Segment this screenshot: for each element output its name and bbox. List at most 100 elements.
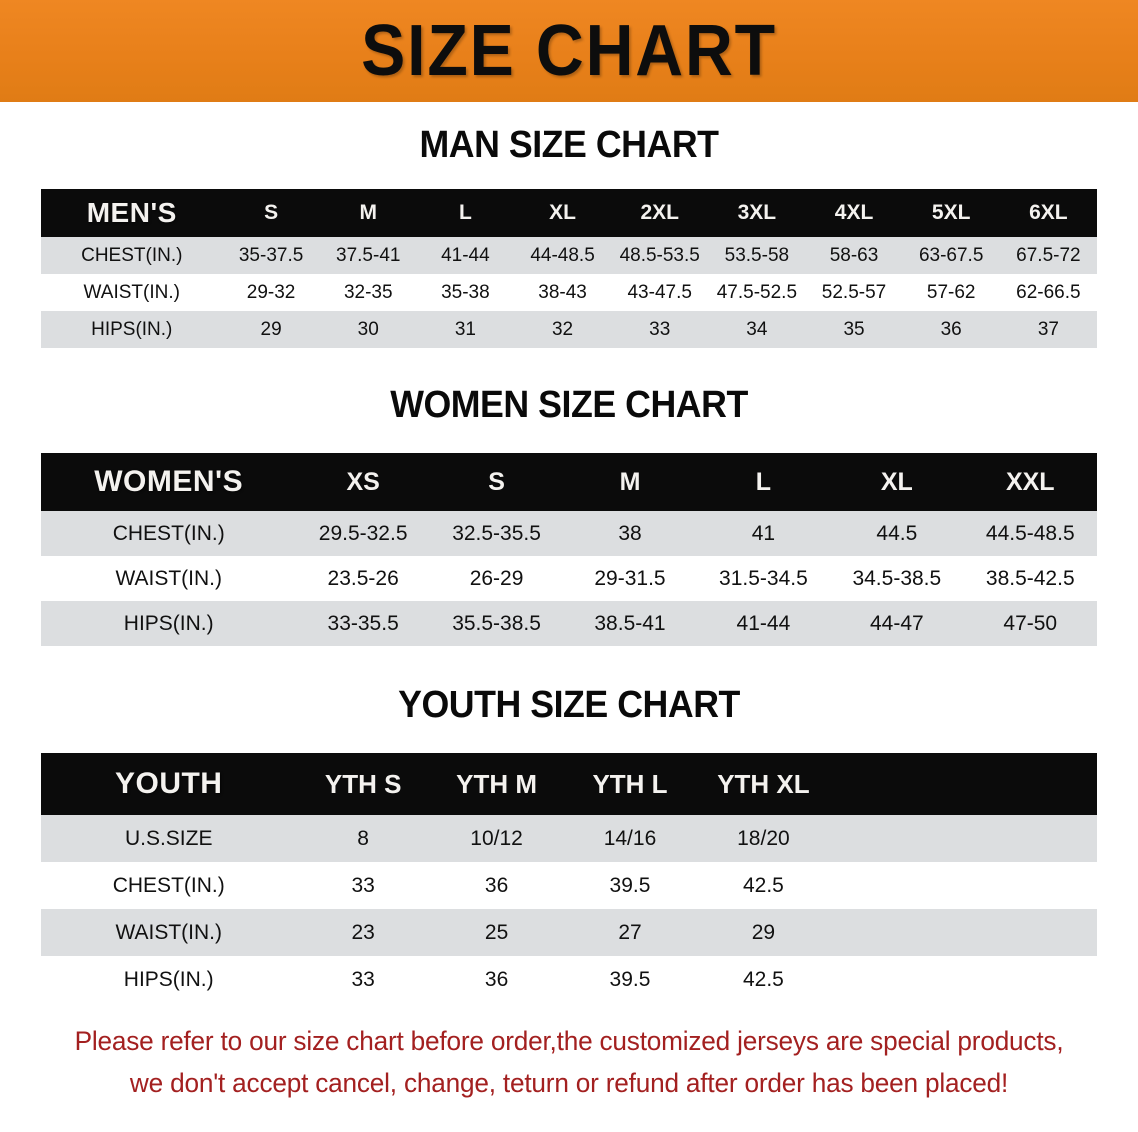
- table-row: CHEST(IN.) 33 36 39.5 42.5: [41, 862, 1097, 909]
- youth-cell-1-1: 36: [429, 862, 564, 909]
- youth-col-header-3: YTH XL: [696, 753, 831, 815]
- man-col-header-1: M: [319, 189, 417, 237]
- youth-cell-3-3: 42.5: [696, 956, 831, 1003]
- women-cell-0-3: 41: [696, 511, 831, 556]
- man-section-title: MAN SIZE CHART: [419, 124, 719, 166]
- youth-cell-2-4: [830, 909, 964, 956]
- man-cell-1-5: 47.5-52.5: [708, 274, 806, 311]
- table-row: WAIST(IN.) 29-32 32-35 35-38 38-43 43-47…: [41, 274, 1097, 311]
- women-cell-2-0: 33-35.5: [296, 601, 430, 646]
- youth-cell-3-0: 33: [296, 956, 430, 1003]
- man-cell-1-6: 52.5-57: [805, 274, 903, 311]
- women-col-header-2: M: [563, 453, 697, 511]
- table-row: HIPS(IN.) 33-35.5 35.5-38.5 38.5-41 41-4…: [41, 601, 1097, 646]
- man-cell-2-2: 31: [416, 311, 514, 348]
- youth-col-header-1: YTH M: [429, 753, 564, 815]
- man-cell-1-1: 32-35: [319, 274, 417, 311]
- disclaimer-line-2: we don't accept cancel, change, teturn o…: [129, 1067, 1009, 1098]
- table-row: CHEST(IN.) 35-37.5 37.5-41 41-44 44-48.5…: [41, 237, 1097, 274]
- man-col-header-2: L: [416, 189, 514, 237]
- man-col-header-7: 5XL: [902, 189, 1000, 237]
- man-cell-2-7: 36: [902, 311, 1000, 348]
- man-cell-1-3: 38-43: [513, 274, 612, 311]
- women-cell-2-5: 47-50: [963, 601, 1097, 646]
- women-size-table: WOMEN'S XS S M L XL XXL CHEST(IN.) 29.5-…: [41, 453, 1097, 646]
- women-cell-1-3: 31.5-34.5: [696, 556, 831, 601]
- women-table-body: CHEST(IN.) 29.5-32.5 32.5-35.5 38 41 44.…: [41, 511, 1097, 646]
- youth-table-head: YOUTH YTH S YTH M YTH L YTH XL: [41, 753, 1097, 815]
- table-row: U.S.SIZE 8 10/12 14/16 18/20: [41, 815, 1097, 862]
- man-row-label-1: WAIST(IN.): [41, 274, 223, 311]
- man-table-wrapper: MEN'S S M L XL 2XL 3XL 4XL 5XL 6XL CHEST…: [41, 189, 1097, 348]
- man-cell-2-0: 29: [222, 311, 320, 348]
- youth-col-header-5: [963, 753, 1097, 815]
- women-cell-2-1: 35.5-38.5: [429, 601, 564, 646]
- women-col-header-4: XL: [830, 453, 964, 511]
- man-cell-1-4: 43-47.5: [611, 274, 709, 311]
- man-row-label-2: HIPS(IN.): [41, 311, 223, 348]
- man-cell-2-5: 34: [708, 311, 806, 348]
- man-row-label-0: CHEST(IN.): [41, 237, 223, 274]
- women-cell-2-3: 41-44: [696, 601, 831, 646]
- women-col-header-3: L: [696, 453, 831, 511]
- youth-cell-1-0: 33: [296, 862, 430, 909]
- man-col-header-6: 4XL: [805, 189, 903, 237]
- youth-row-label-2: WAIST(IN.): [41, 909, 297, 956]
- man-cell-0-5: 53.5-58: [708, 237, 806, 274]
- disclaimer-note: Please refer to our size chart before or…: [55, 1021, 1083, 1105]
- women-cell-1-1: 26-29: [429, 556, 564, 601]
- man-cell-0-8: 67.5-72: [999, 237, 1097, 274]
- women-table-head: WOMEN'S XS S M L XL XXL: [41, 453, 1097, 511]
- man-cell-1-7: 57-62: [902, 274, 1000, 311]
- man-cell-0-0: 35-37.5: [222, 237, 320, 274]
- man-cell-2-6: 35: [805, 311, 903, 348]
- youth-col-header-2: YTH L: [563, 753, 697, 815]
- youth-section-title: YOUTH SIZE CHART: [398, 684, 740, 726]
- women-corner-label: WOMEN'S: [41, 453, 297, 511]
- youth-cell-3-5: [963, 956, 1097, 1003]
- banner: SIZE CHART: [0, 0, 1138, 102]
- youth-col-header-4: [830, 753, 964, 815]
- youth-cell-1-3: 42.5: [696, 862, 831, 909]
- youth-cell-1-2: 39.5: [563, 862, 697, 909]
- women-cell-0-2: 38: [563, 511, 697, 556]
- youth-cell-1-4: [830, 862, 964, 909]
- women-section-title: WOMEN SIZE CHART: [390, 384, 748, 426]
- man-col-header-0: S: [222, 189, 320, 237]
- youth-cell-3-4: [830, 956, 964, 1003]
- man-col-header-4: 2XL: [611, 189, 709, 237]
- youth-cell-2-5: [963, 909, 1097, 956]
- table-row: CHEST(IN.) 29.5-32.5 32.5-35.5 38 41 44.…: [41, 511, 1097, 556]
- man-cell-1-0: 29-32: [222, 274, 320, 311]
- women-row-label-0: CHEST(IN.): [41, 511, 297, 556]
- man-cell-2-3: 32: [513, 311, 612, 348]
- women-cell-1-4: 34.5-38.5: [830, 556, 964, 601]
- man-cell-0-2: 41-44: [416, 237, 514, 274]
- youth-cell-2-1: 25: [429, 909, 564, 956]
- women-row-label-1: WAIST(IN.): [41, 556, 297, 601]
- banner-title: SIZE CHART: [361, 11, 777, 91]
- man-cell-2-4: 33: [611, 311, 709, 348]
- youth-cell-2-0: 23: [296, 909, 430, 956]
- women-header-row: WOMEN'S XS S M L XL XXL: [41, 453, 1097, 511]
- youth-cell-1-5: [963, 862, 1097, 909]
- man-col-header-5: 3XL: [708, 189, 806, 237]
- man-size-table: MEN'S S M L XL 2XL 3XL 4XL 5XL 6XL CHEST…: [41, 189, 1097, 348]
- women-cell-0-1: 32.5-35.5: [429, 511, 564, 556]
- youth-table-wrapper: YOUTH YTH S YTH M YTH L YTH XL U.S.SIZE …: [41, 753, 1097, 1003]
- youth-row-label-0: U.S.SIZE: [41, 815, 297, 862]
- women-cell-2-4: 44-47: [830, 601, 964, 646]
- youth-cell-2-2: 27: [563, 909, 697, 956]
- man-cell-0-7: 63-67.5: [902, 237, 1000, 274]
- youth-cell-2-3: 29: [696, 909, 831, 956]
- table-row: HIPS(IN.) 29 30 31 32 33 34 35 36 37: [41, 311, 1097, 348]
- youth-cell-0-1: 10/12: [429, 815, 564, 862]
- youth-cell-3-1: 36: [429, 956, 564, 1003]
- table-row: HIPS(IN.) 33 36 39.5 42.5: [41, 956, 1097, 1003]
- women-col-header-1: S: [429, 453, 564, 511]
- youth-table-body: U.S.SIZE 8 10/12 14/16 18/20 CHEST(IN.) …: [41, 815, 1097, 1003]
- youth-corner-label: YOUTH: [41, 753, 297, 815]
- man-col-header-3: XL: [513, 189, 612, 237]
- women-row-label-2: HIPS(IN.): [41, 601, 297, 646]
- women-cell-0-0: 29.5-32.5: [296, 511, 430, 556]
